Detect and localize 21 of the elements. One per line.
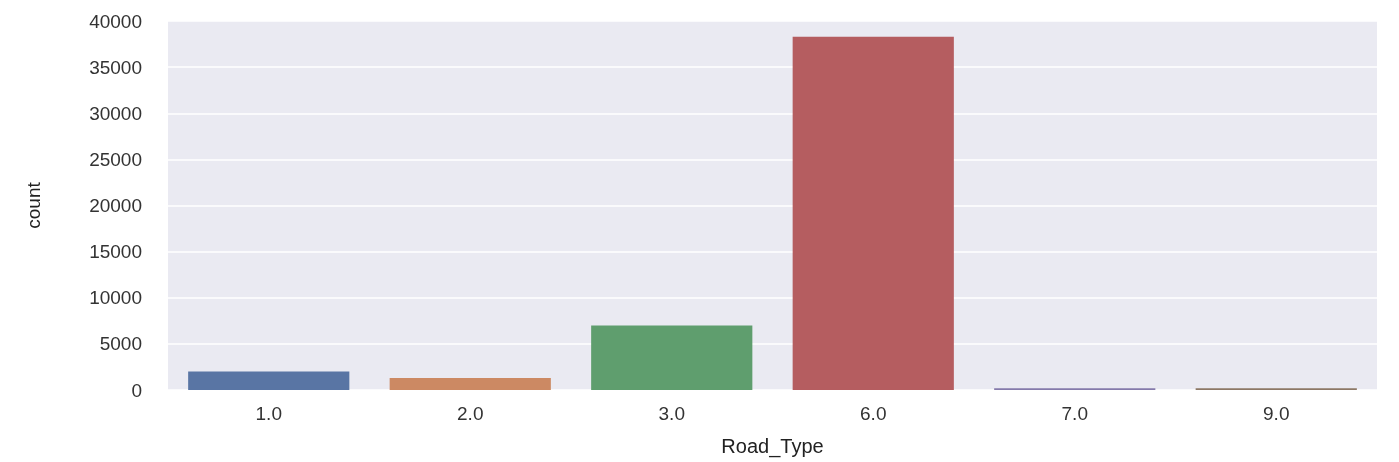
bar [389, 378, 551, 390]
bar [792, 36, 954, 390]
y-tick-label: 10000 [89, 287, 142, 309]
x-tick-label: 3.0 [658, 403, 685, 424]
y-tick-label: 35000 [89, 56, 142, 78]
y-tick-label: 15000 [89, 241, 142, 263]
x-tick-label: 7.0 [1061, 403, 1088, 424]
bar [591, 325, 753, 390]
y-tick-label: 25000 [89, 148, 142, 170]
y-tick-label: 20000 [89, 195, 142, 216]
x-axis-title: Road_Type [721, 435, 824, 458]
x-tick-label: 9.0 [1263, 403, 1290, 424]
x-tick-label: 1.0 [255, 403, 282, 424]
bar [188, 371, 350, 390]
y-tick-label: 40000 [89, 10, 142, 32]
x-tick-label: 6.0 [860, 403, 887, 424]
x-tick-label: 2.0 [457, 403, 484, 424]
y-tick-label: 0 [131, 379, 142, 401]
y-tick-label: 30000 [89, 102, 142, 124]
y-axis-title: count [23, 181, 44, 229]
y-tick-label: 5000 [99, 333, 142, 355]
